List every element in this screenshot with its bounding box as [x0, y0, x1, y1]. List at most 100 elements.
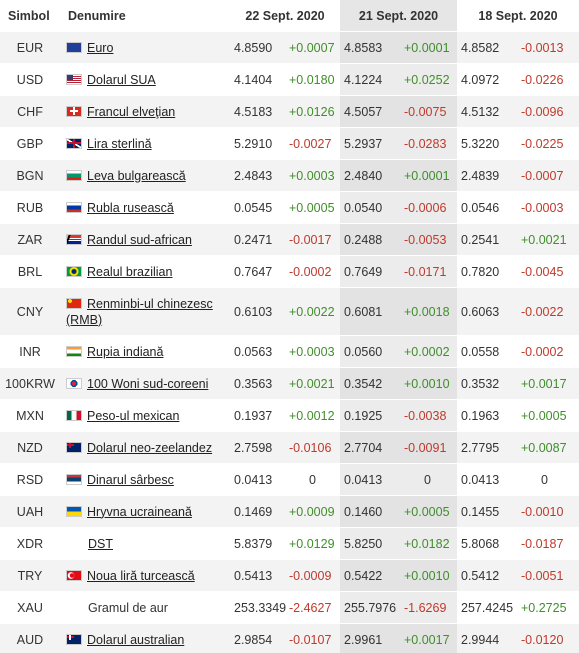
change-cell: -0.0051 — [517, 559, 579, 592]
rate-cell: 4.8583 — [340, 31, 400, 64]
currency-link[interactable]: DST — [88, 536, 113, 551]
currency-link[interactable]: Dolarul SUA — [87, 72, 156, 87]
change-cell: +0.0005 — [400, 495, 457, 528]
rate-cell: 0.7647 — [230, 255, 285, 288]
change-cell: -1.6269 — [400, 591, 457, 624]
rate-cell: 5.3220 — [457, 127, 517, 160]
table-row: BGN Leva bulgarească 2.4843 +0.0003 2.4840 +0… — [0, 159, 579, 192]
symbol-cell: XAU — [0, 591, 60, 624]
name-cell: Peso-ul mexican — [60, 399, 230, 432]
change-cell: -0.0171 — [400, 255, 457, 288]
currency-link[interactable]: Dolarul neo-zeelandez — [87, 440, 213, 455]
rate-cell: 0.3563 — [230, 367, 285, 400]
currency-link[interactable]: Renminbi-ul chinezesc (RMB) — [66, 296, 213, 327]
currency-link[interactable]: Peso-ul mexican — [87, 408, 180, 423]
rate-cell: 4.0972 — [457, 63, 517, 96]
symbol-cell: TRY — [0, 559, 60, 592]
rate-cell: 2.7795 — [457, 431, 517, 464]
rate-cell: 0.1455 — [457, 495, 517, 528]
change-cell: +0.0021 — [285, 367, 340, 400]
table-row: RUB Rubla rusească 0.0545 +0.0005 0.0540 -0.0… — [0, 191, 579, 224]
change-cell: -0.0106 — [285, 431, 340, 464]
change-cell: +0.0017 — [400, 623, 457, 653]
flag-icon — [66, 73, 82, 85]
name-cell: Dolarul neo-zeelandez — [60, 431, 230, 464]
flag-icon — [66, 473, 82, 485]
change-cell: -0.0107 — [285, 623, 340, 653]
change-cell: +0.0009 — [285, 495, 340, 528]
rate-cell: 255.7976 — [340, 591, 400, 624]
change-cell: +0.0010 — [400, 367, 457, 400]
flag-icon — [66, 569, 82, 581]
rate-cell: 0.5412 — [457, 559, 517, 592]
flag-icon — [66, 377, 82, 389]
symbol-cell: AUD — [0, 623, 60, 653]
header: Denumire — [68, 8, 126, 23]
table-row: CNY Renminbi-ul chinezesc (RMB) 0.6103 +0.0… — [0, 287, 579, 336]
change-cell: -0.0027 — [285, 127, 340, 160]
rate-cell: 0.0545 — [230, 191, 285, 224]
currency-link[interactable]: Dolarul australian — [87, 632, 185, 647]
currency-link[interactable]: Realul brazilian — [87, 264, 173, 279]
change-cell: +0.0010 — [400, 559, 457, 592]
rate-cell: 2.7704 — [340, 431, 400, 464]
change-cell: +0.2725 — [517, 591, 579, 624]
currency-link[interactable]: Francul elveţian — [87, 104, 176, 119]
currency-link[interactable]: 100 Woni sud-coreeni — [87, 376, 209, 391]
change-cell: +0.0021 — [517, 223, 579, 256]
currency-link[interactable]: Rubla rusească — [87, 200, 174, 215]
table-row: EUR Euro 4.8590 +0.0007 4.8583 +0.0001 4.8582-… — [0, 31, 579, 64]
rate-cell: 4.8582 — [457, 31, 517, 64]
flag-icon — [66, 169, 82, 181]
symbol-cell: INR — [0, 335, 60, 368]
rate-cell: 0.1937 — [230, 399, 285, 432]
rate-cell: 0.6063 — [457, 287, 517, 336]
name-cell: Noua liră turcească — [60, 559, 230, 592]
name-cell: Rupia indiană — [60, 335, 230, 368]
change-cell: -0.0038 — [400, 399, 457, 432]
flag-icon — [66, 602, 82, 613]
symbol-cell: RSD — [0, 463, 60, 496]
rate-cell: 4.5132 — [457, 95, 517, 128]
currency-link[interactable]: Dinarul sârbesc — [87, 472, 174, 487]
change-cell: -0.0120 — [517, 623, 579, 653]
flag-icon — [66, 105, 82, 117]
currency-name: Gramul de aur — [88, 600, 168, 615]
rate-cell: 0.6081 — [340, 287, 400, 336]
table-row: XDR DST 5.8379 +0.0129 5.8250 +0.0182 5.8068 -0… — [0, 527, 579, 560]
change-cell: -0.0002 — [517, 335, 579, 368]
rate-cell: 0.3532 — [457, 367, 517, 400]
currency-link[interactable]: Rupia indiană — [87, 344, 164, 359]
flag-icon — [66, 538, 82, 549]
header: 21 Sept. 2020 — [340, 0, 457, 32]
rate-cell: 0.3542 — [340, 367, 400, 400]
currency-link[interactable]: Leva bulgarească — [87, 168, 186, 183]
table-row: XAU Gramul de aur 253.3349 -2.4627 255.7976-… — [0, 591, 579, 624]
currency-link[interactable]: Euro — [87, 40, 114, 55]
rate-cell: 0.0558 — [457, 335, 517, 368]
rate-cell: 4.5183 — [230, 95, 285, 128]
change-cell: -0.0007 — [517, 159, 579, 192]
rate-cell: 5.2910 — [230, 127, 285, 160]
change-cell: -0.0091 — [400, 431, 457, 464]
currency-link[interactable]: Lira sterlină — [87, 136, 152, 151]
change-cell: +0.0182 — [400, 527, 457, 560]
name-cell: Euro — [60, 31, 230, 64]
rate-cell: 253.3349 — [230, 591, 286, 624]
change-cell: -0.0006 — [400, 191, 457, 224]
name-cell: Leva bulgarească — [60, 159, 230, 192]
table-row: CHF Francul elveţian 4.5183 +0.0126 4.5057 -0… — [0, 95, 579, 128]
currency-link[interactable]: Noua liră turcească — [87, 568, 195, 583]
rate-cell: 0.2488 — [340, 223, 400, 256]
currency-link[interactable]: Randul sud-african — [87, 232, 192, 247]
table-row: USD Dolarul SUA 4.1404 +0.0180 4.1224 +0.0252… — [0, 63, 579, 96]
currency-link[interactable]: Hryvna ucraineană — [87, 504, 192, 519]
flag-icon — [66, 505, 82, 517]
rate-cell: 5.8379 — [230, 527, 285, 560]
table-row: GBP Lira sterlină 5.2910 -0.0027 5.2937 -0.02… — [0, 127, 579, 160]
flag-icon — [66, 409, 82, 421]
name-cell: Dolarul SUA — [60, 63, 230, 96]
change-cell: +0.0005 — [285, 191, 340, 224]
symbol-cell: BGN — [0, 159, 60, 192]
